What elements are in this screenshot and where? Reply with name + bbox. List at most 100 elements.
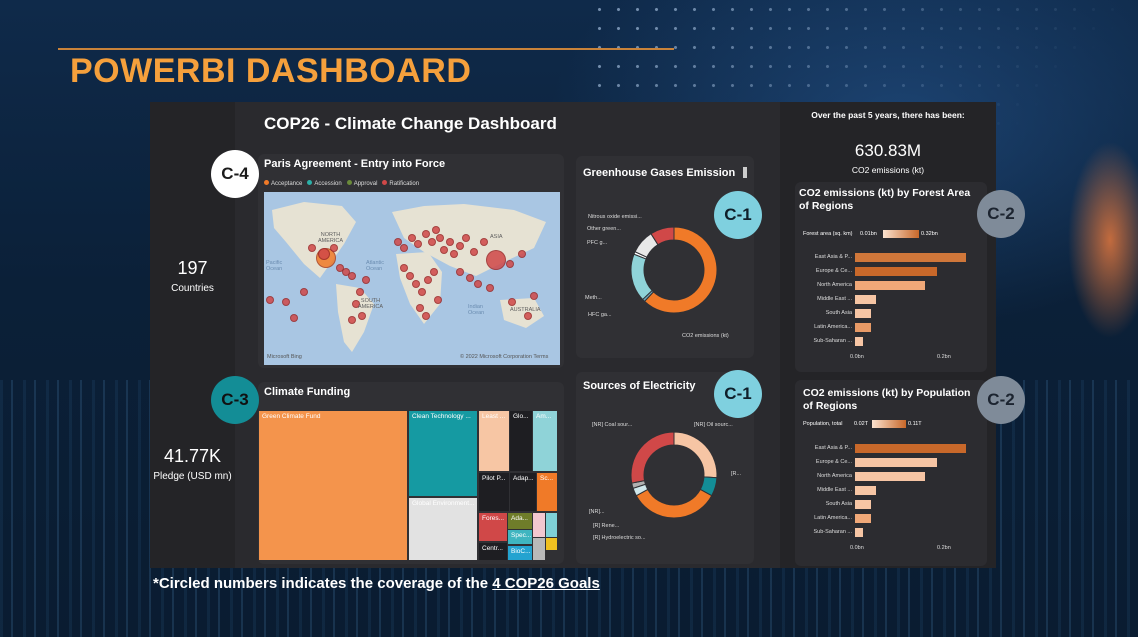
treemap-cell-am[interactable]: Am... xyxy=(533,411,557,471)
country-marker[interactable] xyxy=(400,244,408,252)
treemap-cell-global-environment[interactable]: Global Environment... xyxy=(409,498,477,560)
country-marker[interactable] xyxy=(300,288,308,296)
treemap-cell-pilot[interactable]: Pilot P... xyxy=(479,473,509,511)
treemap-cell-glo[interactable]: Glo... xyxy=(510,411,532,471)
country-marker[interactable] xyxy=(440,246,448,254)
bar[interactable] xyxy=(855,267,938,276)
country-marker[interactable] xyxy=(446,238,454,246)
country-marker[interactable] xyxy=(474,280,482,288)
country-marker[interactable] xyxy=(450,250,458,258)
bar[interactable] xyxy=(855,514,872,523)
country-marker[interactable] xyxy=(480,238,488,246)
treemap-cell-centr[interactable]: Centr... xyxy=(479,543,507,560)
donut-slice-0[interactable] xyxy=(643,226,718,314)
country-marker[interactable] xyxy=(506,260,514,268)
treemap-cell-fores[interactable]: Fores... xyxy=(479,513,507,541)
country-marker[interactable] xyxy=(400,264,408,272)
map-attribution-terms[interactable]: © 2022 Microsoft Corporation Terms xyxy=(460,354,549,360)
treemap-cell-small-yellow[interactable] xyxy=(546,538,557,550)
bar[interactable] xyxy=(855,472,925,481)
country-marker[interactable] xyxy=(412,280,420,288)
bar[interactable] xyxy=(855,486,876,495)
bar[interactable] xyxy=(855,253,966,262)
country-marker[interactable] xyxy=(422,312,430,320)
cop26-goals-link[interactable]: 4 COP26 Goals xyxy=(492,575,600,592)
country-marker[interactable] xyxy=(424,276,432,284)
treemap-cell-clean-technology[interactable]: Clean Technology ... xyxy=(409,411,477,496)
bar[interactable] xyxy=(855,323,872,332)
goal-badge-c4: C-4 xyxy=(211,150,259,198)
country-marker[interactable] xyxy=(470,248,478,256)
treemap-cell-small-gray[interactable] xyxy=(533,538,545,560)
country-marker[interactable] xyxy=(266,296,274,304)
country-marker[interactable] xyxy=(348,272,356,280)
country-marker[interactable] xyxy=(508,298,516,306)
treemap-cell-small-pink[interactable] xyxy=(533,513,545,537)
treemap-cell-ada[interactable]: Ada... xyxy=(508,513,532,529)
forest-card[interactable] xyxy=(795,182,987,372)
country-marker[interactable] xyxy=(436,234,444,242)
country-marker[interactable] xyxy=(408,234,416,242)
country-marker[interactable] xyxy=(486,250,506,270)
country-marker[interactable] xyxy=(432,226,440,234)
country-marker[interactable] xyxy=(356,288,364,296)
bar-label: North America xyxy=(817,282,852,288)
country-marker[interactable] xyxy=(282,298,290,306)
country-marker[interactable] xyxy=(430,268,438,276)
donut-slice-2[interactable] xyxy=(635,488,713,519)
country-marker[interactable] xyxy=(414,240,422,248)
donut-slice-5[interactable] xyxy=(650,226,675,246)
bar-label: Middle East ... xyxy=(817,296,852,302)
country-marker[interactable] xyxy=(348,316,356,324)
donut-slice-2[interactable] xyxy=(630,253,653,301)
country-marker[interactable] xyxy=(358,312,366,320)
country-marker[interactable] xyxy=(434,296,442,304)
electricity-donut[interactable] xyxy=(576,405,754,555)
bar[interactable] xyxy=(855,309,872,318)
treemap-cell-small-teal[interactable] xyxy=(546,513,557,537)
country-marker[interactable] xyxy=(466,274,474,282)
donut-slice-0[interactable] xyxy=(673,431,718,479)
bar[interactable] xyxy=(855,281,925,290)
treemap-cell-adap[interactable]: Adap... xyxy=(510,473,536,511)
ghg-scroll-handle[interactable] xyxy=(743,167,747,178)
footer-text: *Circled numbers indicates the coverage … xyxy=(153,575,493,592)
country-marker[interactable] xyxy=(518,250,526,258)
bar[interactable] xyxy=(855,528,864,537)
country-marker[interactable] xyxy=(524,312,532,320)
treemap-cell-sc[interactable]: Sc... xyxy=(537,473,557,511)
country-marker[interactable] xyxy=(290,314,298,322)
country-marker[interactable] xyxy=(362,276,370,284)
treemap-cell-bioc[interactable]: BioC... xyxy=(508,546,532,560)
country-marker[interactable] xyxy=(416,304,424,312)
bar[interactable] xyxy=(855,500,872,509)
country-marker[interactable] xyxy=(308,244,316,252)
country-marker[interactable] xyxy=(318,248,330,260)
country-marker[interactable] xyxy=(456,268,464,276)
country-marker[interactable] xyxy=(406,272,414,280)
treemap-cell-spec[interactable]: Spec... xyxy=(508,530,532,544)
country-marker[interactable] xyxy=(394,238,402,246)
donut-slice-5[interactable] xyxy=(630,431,675,484)
country-marker[interactable] xyxy=(486,284,494,292)
country-marker[interactable] xyxy=(352,300,360,308)
bar[interactable] xyxy=(855,444,966,453)
country-marker[interactable] xyxy=(422,230,430,238)
ghg-label-nitrous: Nitrous oxide emissi... xyxy=(588,214,642,220)
treemap-cell-least[interactable]: Least ... xyxy=(479,411,509,471)
bar[interactable] xyxy=(855,337,864,346)
bar[interactable] xyxy=(855,295,876,304)
country-marker[interactable] xyxy=(418,288,426,296)
world-map[interactable]: NORTH AMERICA ASIA SOUTH AMERICA AUSTRAL… xyxy=(264,192,560,365)
bar[interactable] xyxy=(855,458,938,467)
treemap-cell-green-climate-fund[interactable]: Green Climate Fund xyxy=(259,411,407,560)
country-marker[interactable] xyxy=(456,242,464,250)
bar-label: Europe & Ce... xyxy=(815,459,852,465)
ghg-card[interactable] xyxy=(576,156,754,358)
country-marker[interactable] xyxy=(428,238,436,246)
country-marker[interactable] xyxy=(330,244,338,252)
country-marker[interactable] xyxy=(530,292,538,300)
country-marker[interactable] xyxy=(462,234,470,242)
ghg-donut[interactable] xyxy=(576,200,754,350)
dashboard-title: COP26 - Climate Change Dashboard xyxy=(264,114,557,133)
